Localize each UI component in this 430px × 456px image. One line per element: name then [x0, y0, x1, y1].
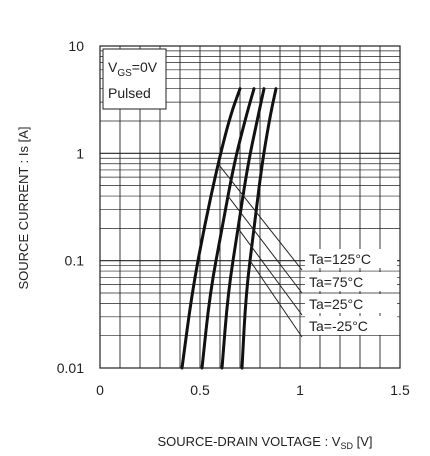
- series-curve-ta-25-c: [240, 87, 278, 370]
- condition-vgs-suffix: =0V: [132, 59, 158, 75]
- y-tick-label: 0.01: [57, 360, 84, 376]
- condition-vgs: VGS=0V: [108, 59, 158, 79]
- condition-box: VGS=0V Pulsed: [102, 48, 167, 110]
- legend-leader-ta-25-c: [249, 260, 303, 338]
- y-tick-label: 1: [76, 145, 84, 161]
- legend-label-background: [305, 294, 397, 313]
- x-tick-label: 0: [96, 382, 104, 398]
- x-tick-label: 1: [296, 382, 304, 398]
- legend-leader-ta-75-c: [227, 195, 303, 294]
- legend-label-background: [305, 249, 397, 268]
- condition-box-frame: [102, 48, 167, 110]
- condition-vgs-prefix: V: [108, 59, 118, 75]
- x-axis-title-sub: SD: [340, 441, 353, 451]
- legend: Ta=125°C Ta=75°C Ta=25°C Ta=-25°C: [305, 249, 397, 335]
- legend-label-background: [305, 316, 397, 335]
- x-axis-title-unit-text: [V]: [357, 434, 373, 449]
- series-curve-ta-125-c: [180, 87, 242, 370]
- grid: [100, 46, 400, 368]
- plot-frame: [99, 45, 401, 369]
- x-axis-title-main: SOURCE-DRAIN VOLTAGE : V: [157, 434, 340, 449]
- y-tick-label: 10: [68, 38, 84, 54]
- series-layer: [180, 87, 278, 370]
- legend-label-ta-25-c: Ta=-25°C: [309, 318, 368, 334]
- x-tick-label: 1.5: [390, 382, 410, 398]
- condition-vgs-sub: GS: [117, 68, 132, 79]
- y-axis-title: SOURCE CURRENT : Is [A]: [16, 126, 31, 289]
- legend-leaders: [217, 163, 303, 338]
- tick-labels: 0 0.5 1 1.5 0.01 0.1 1 10: [57, 38, 410, 398]
- legend-leader-ta-25-c: [237, 228, 303, 316]
- y-tick-label: 0.1: [65, 253, 85, 269]
- x-tick-label: 0.5: [190, 382, 210, 398]
- legend-label-background: [305, 272, 397, 291]
- legend-label-ta-25-c: Ta=25°C: [309, 296, 363, 312]
- legend-label-ta-125-c: Ta=125°C: [309, 251, 371, 267]
- x-axis-title: SOURCE-DRAIN VOLTAGE : VSD [V]: [157, 434, 372, 451]
- legend-label-ta-75-c: Ta=75°C: [309, 274, 363, 290]
- legend-leader-ta-125-c: [217, 163, 303, 271]
- condition-pulsed: Pulsed: [108, 85, 151, 101]
- series-curve-ta-75-c: [200, 87, 256, 370]
